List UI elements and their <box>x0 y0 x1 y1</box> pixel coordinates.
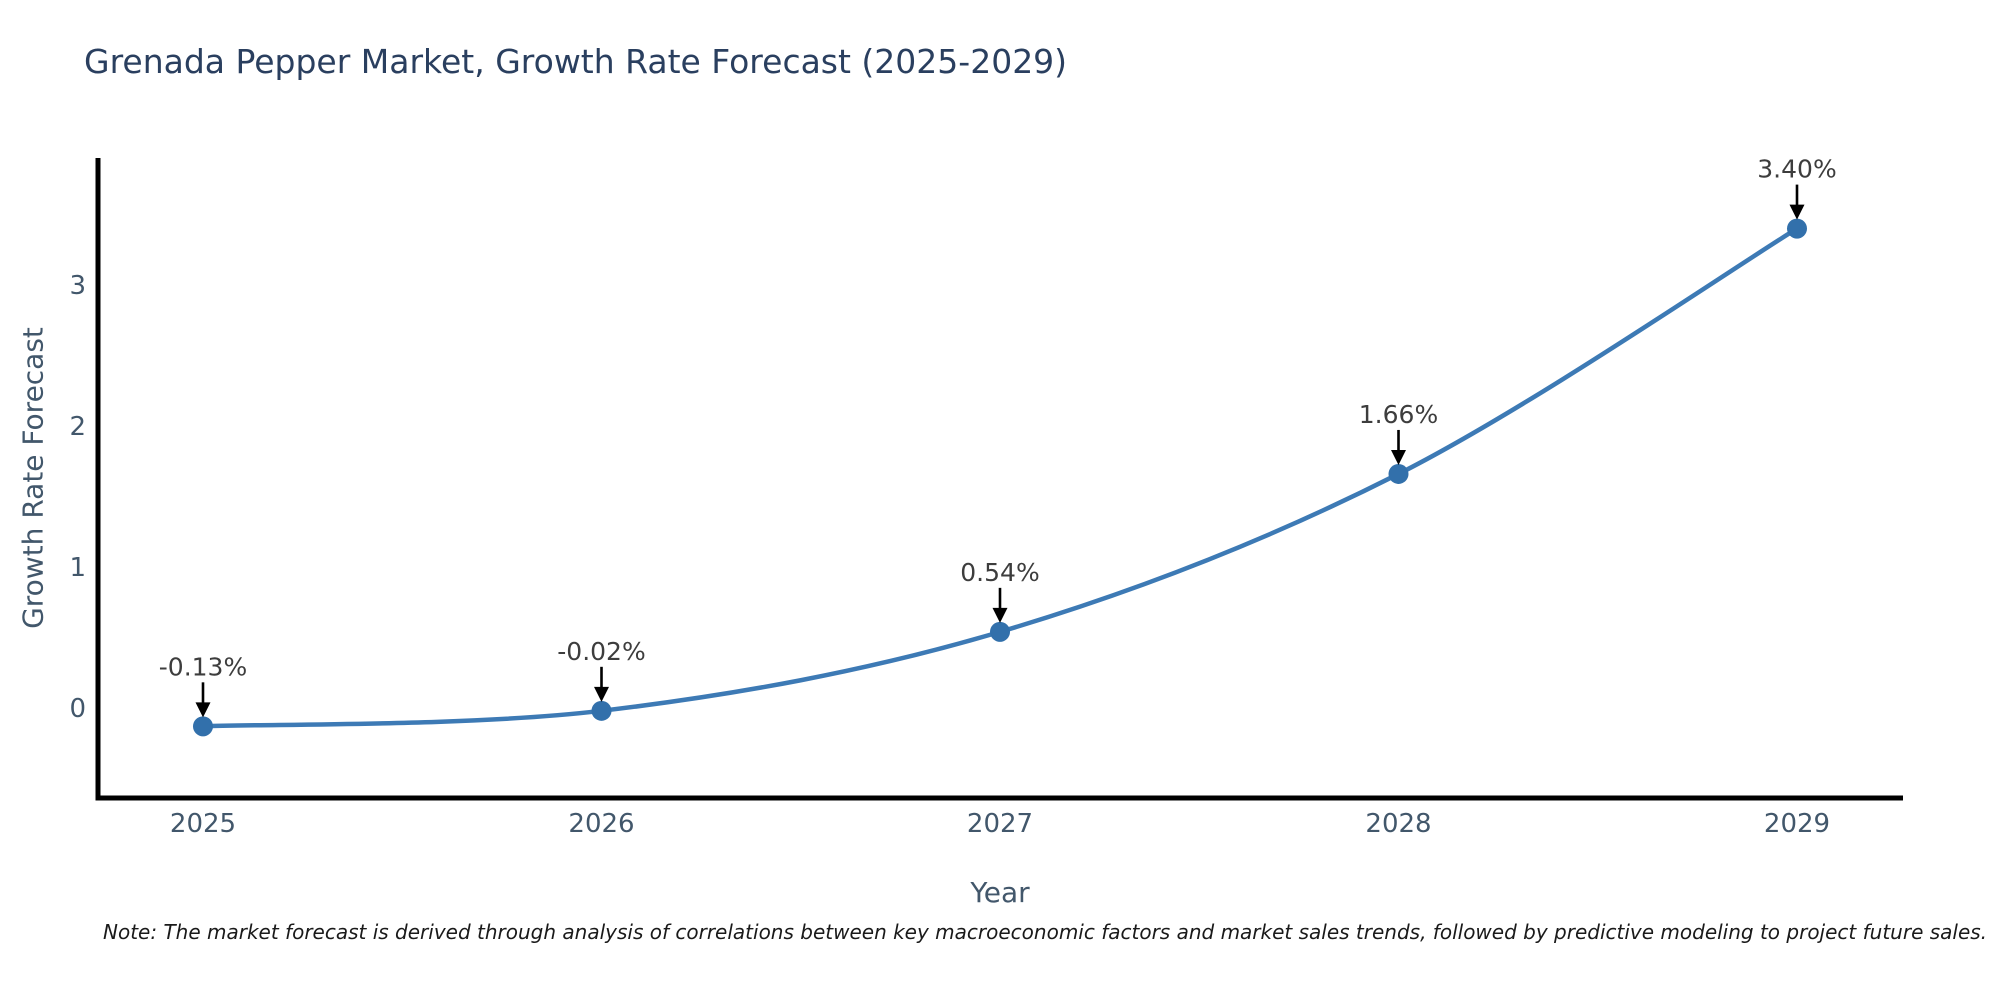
data-point-marker <box>1787 218 1807 239</box>
data-point-marker <box>1388 463 1409 484</box>
forecast-line <box>200 226 1800 729</box>
data-point-label: 3.40% <box>1757 155 1836 184</box>
data-point-marker <box>193 716 213 737</box>
x-tick-label: 2025 <box>170 809 236 839</box>
data-point-marker <box>591 700 612 721</box>
y-tick-label: 1 <box>69 553 86 583</box>
annotation-arrow-head <box>195 702 211 718</box>
data-point-marker <box>990 621 1010 642</box>
chart-title: Grenada Pepper Market, Growth Rate Forec… <box>84 42 1068 81</box>
annotation-arrow-head <box>1789 204 1805 220</box>
annotation-arrow-head <box>594 686 609 702</box>
annotation-arrow-head <box>1391 449 1406 465</box>
data-point-label: -0.02% <box>557 637 645 666</box>
data-point-label: -0.13% <box>159 652 247 681</box>
data-point-label: 0.54% <box>960 558 1039 587</box>
footnote: Note: The market forecast is derived thr… <box>103 920 1988 944</box>
x-axis-title: Year <box>970 876 1030 909</box>
x-tick-label: 2029 <box>1764 809 1830 839</box>
x-tick-label: 2028 <box>1365 809 1431 839</box>
y-axis-title: Growth Rate Forecast <box>16 327 50 629</box>
y-tick-label: 2 <box>69 412 86 442</box>
data-point-label: 1.66% <box>1359 400 1438 429</box>
x-tick-label: 2026 <box>568 809 634 839</box>
x-tick-label: 2027 <box>967 809 1033 839</box>
y-tick-label: 0 <box>69 694 86 724</box>
annotation-arrow-head <box>992 607 1008 623</box>
y-tick-label: 3 <box>69 271 86 301</box>
